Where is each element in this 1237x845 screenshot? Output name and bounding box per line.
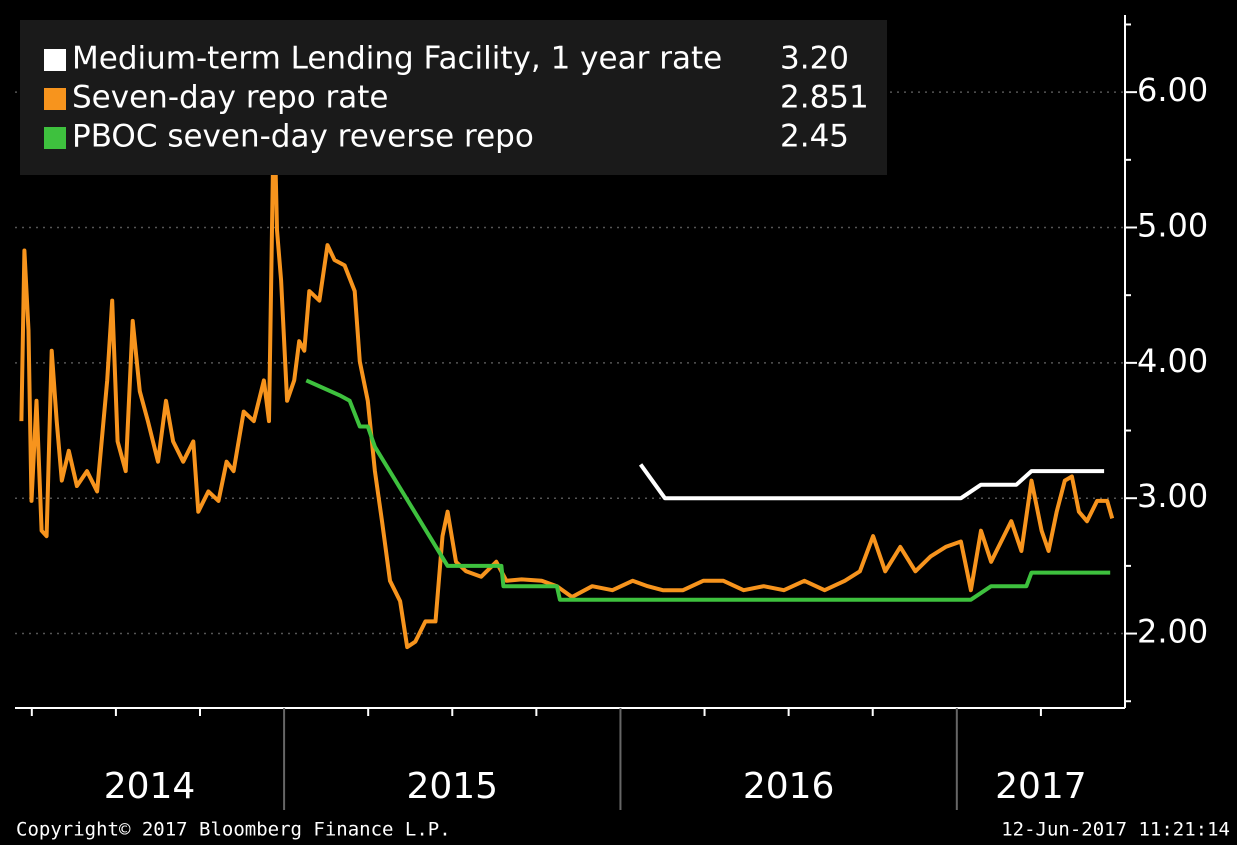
timestamp: 12-Jun-2017 11:21:14 [1001, 819, 1230, 841]
legend-value: 3.20 [780, 41, 849, 77]
series-line [638, 463, 1105, 501]
legend-label: PBOC seven-day reverse repo [72, 119, 534, 155]
x-year-label: 2017 [995, 766, 1087, 807]
legend-swatch [44, 49, 66, 71]
legend-swatch [44, 127, 66, 149]
legend-value: 2.45 [780, 119, 849, 155]
y-tick-label: 5.00 [1137, 207, 1208, 245]
series-line [305, 378, 1111, 602]
series-line [19, 98, 1115, 650]
legend-swatch [44, 88, 66, 110]
copyright: Copyright© 2017 Bloomberg Finance L.P. [16, 819, 451, 841]
legend-label: Medium-term Lending Facility, 1 year rat… [72, 41, 722, 77]
y-tick-label: 6.00 [1137, 71, 1208, 109]
legend-label: Seven-day repo rate [72, 80, 388, 116]
y-tick-label: 4.00 [1137, 342, 1208, 380]
x-year-label: 2014 [104, 766, 196, 807]
legend-box [20, 20, 887, 175]
legend-value: 2.851 [780, 80, 869, 116]
y-tick-label: 3.00 [1137, 477, 1208, 515]
y-tick-label: 2.00 [1137, 613, 1208, 651]
x-year-label: 2015 [406, 766, 498, 807]
x-year-label: 2016 [743, 766, 835, 807]
